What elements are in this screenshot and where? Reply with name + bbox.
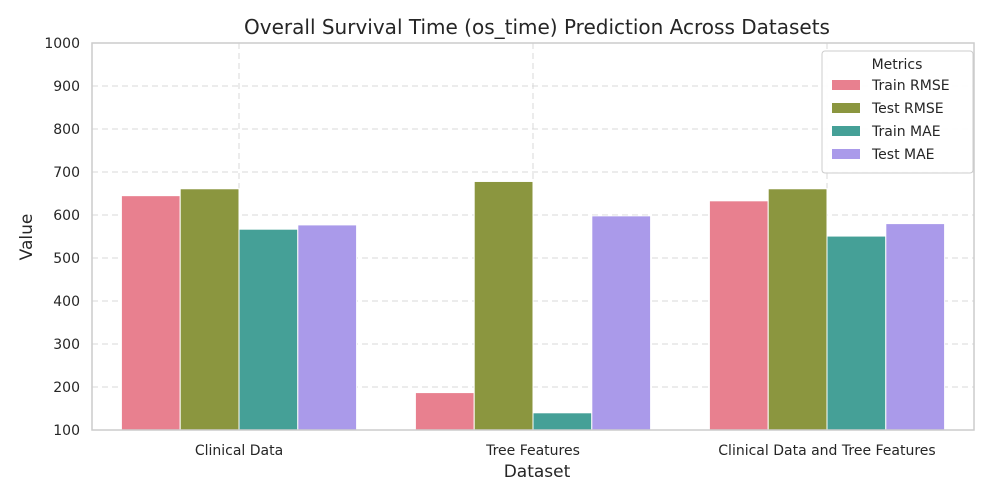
- bar: [120, 195, 181, 431]
- y-tick-label: 800: [53, 122, 80, 138]
- bar: [826, 235, 887, 431]
- chart-title: Overall Survival Time (os_time) Predicti…: [244, 15, 830, 39]
- x-tick-label: Clinical Data and Tree Features: [718, 443, 935, 459]
- x-axis-ticks: Clinical Data Tree Features Clinical Data …: [195, 443, 936, 459]
- y-tick-label: 400: [53, 294, 80, 310]
- legend-swatch: [832, 149, 860, 159]
- legend-label: Train RMSE: [871, 78, 950, 94]
- bar: [708, 200, 769, 431]
- bar: [767, 188, 828, 431]
- bar: [591, 215, 652, 431]
- x-tick-label: Clinical Data: [195, 443, 283, 459]
- x-axis-label: Dataset: [504, 462, 571, 482]
- legend-items: Train RMSE Test RMSE Train MAE Test MAE: [832, 78, 950, 163]
- legend-swatch: [832, 80, 860, 90]
- y-axis-label: Value: [17, 214, 37, 261]
- legend-label: Test MAE: [871, 147, 935, 163]
- y-tick-label: 500: [53, 251, 80, 267]
- bar: [473, 180, 534, 431]
- y-tick-label: 200: [53, 380, 80, 396]
- y-tick-label: 700: [53, 165, 80, 181]
- bar: [532, 412, 593, 431]
- plot-frame: [91, 42, 975, 431]
- y-tick-label: 1000: [44, 36, 80, 52]
- bars: [120, 180, 946, 431]
- legend: Metrics Train RMSE Test RMSE Train MAE Test…: [821, 50, 974, 174]
- y-tick-label: 100: [53, 423, 80, 439]
- legend-title: Metrics: [872, 57, 923, 73]
- legend-swatch: [832, 126, 860, 136]
- x-tick-label: Tree Features: [485, 443, 580, 459]
- bar: [238, 228, 299, 431]
- y-tick-label: 900: [53, 79, 80, 95]
- bar: [297, 224, 358, 431]
- legend-label: Test RMSE: [871, 101, 944, 117]
- bar: [179, 188, 240, 431]
- y-tick-label: 300: [53, 337, 80, 353]
- bar: [885, 223, 946, 431]
- bar: [414, 392, 475, 431]
- legend-swatch: [832, 103, 860, 113]
- legend-label: Train MAE: [871, 124, 941, 140]
- y-axis-ticks: 100 200 300 400 500 600 700 800 900 1000: [44, 36, 80, 439]
- y-tick-label: 600: [53, 208, 80, 224]
